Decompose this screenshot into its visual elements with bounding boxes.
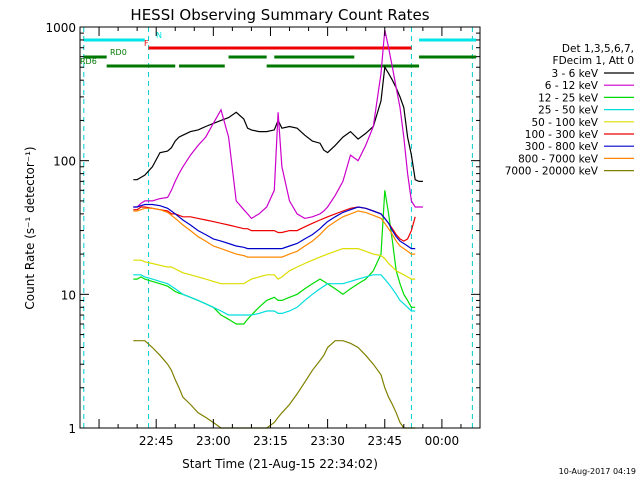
legend-label: 50 - 100 keV [531,117,598,129]
x-axis-ticks: 22:45 23:00 23:15 23:30 23:45 00:00 [79,27,481,448]
legend-label: 3 - 6 keV [551,68,598,80]
x-axis-label: Start Time (21-Aug-15 22:34:02) [182,457,378,471]
state-bar-rd0: RD0 [83,48,477,59]
y-axis-ticks: 1 10 100 1000 [45,21,480,436]
legend: Det 1,3,5,6,7,FDecim 1, Att 03 - 6 keV6 … [505,43,634,178]
legend-header: Det 1,3,5,6,7, [562,43,634,55]
axis-frame [79,26,481,429]
series-line-1 [133,29,423,220]
saa-lines [83,27,473,428]
series-layer [133,29,423,429]
legend-header: FDecim 1, Att 0 [553,55,634,67]
state-bar-label: N [156,31,162,40]
legend-label: 6 - 12 keV [545,80,599,92]
series-line-7 [133,207,416,258]
x-tick-label: 23:15 [253,434,288,448]
legend-label: 100 - 300 keV [525,129,599,141]
state-bar-label: RD0 [110,48,127,57]
legend-label: 800 - 7000 keV [518,153,599,165]
y-tick-label: 1 [68,422,76,436]
legend-label: 25 - 50 keV [538,105,599,117]
x-tick-label: 23:45 [367,434,402,448]
state-bars: NF RD0 RD6 [80,31,477,68]
y-tick-label: 100 [53,155,76,169]
state-bar-n: N [83,31,477,42]
footer-date: 10-Aug-2017 04:19 [559,467,636,476]
x-tick-label: 22:45 [139,434,174,448]
x-tick-label: 00:00 [425,434,460,448]
state-bar-rd6: RD6 [80,57,420,68]
legend-label: 7000 - 20000 keV [505,166,599,178]
state-bar-f: F [144,39,412,50]
chart-title: HESSI Observing Summary Count Rates [130,6,429,24]
x-tick-label: 23:00 [196,434,231,448]
series-line-5 [133,206,416,242]
y-tick-label: 1000 [45,21,76,35]
series-line-2 [133,190,416,325]
state-bar-label: F [144,39,149,48]
legend-label: 12 - 25 keV [538,92,599,104]
y-tick-label: 10 [61,288,76,302]
state-bar-label: RD6 [80,57,97,66]
legend-label: 300 - 800 keV [525,141,599,153]
series-line-4 [133,248,416,285]
series-line-3 [133,274,416,316]
plot-frame [79,26,481,429]
series-line-0 [133,65,423,182]
x-tick-label: 23:30 [310,434,345,448]
series-line-6 [133,203,416,250]
series-line-8 [133,340,416,429]
y-axis-label: Count Rate (s⁻¹ detector⁻¹) [23,146,37,309]
